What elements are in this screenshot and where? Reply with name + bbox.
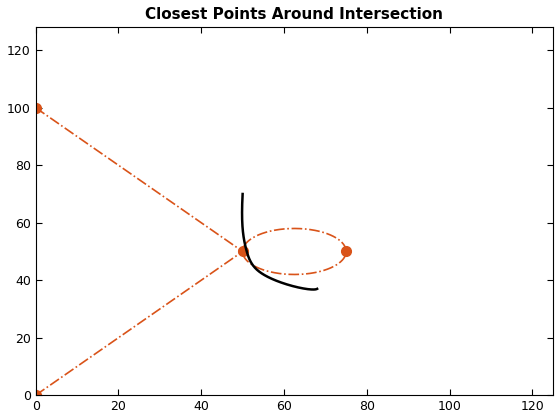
Title: Closest Points Around Intersection: Closest Points Around Intersection [146,7,444,22]
